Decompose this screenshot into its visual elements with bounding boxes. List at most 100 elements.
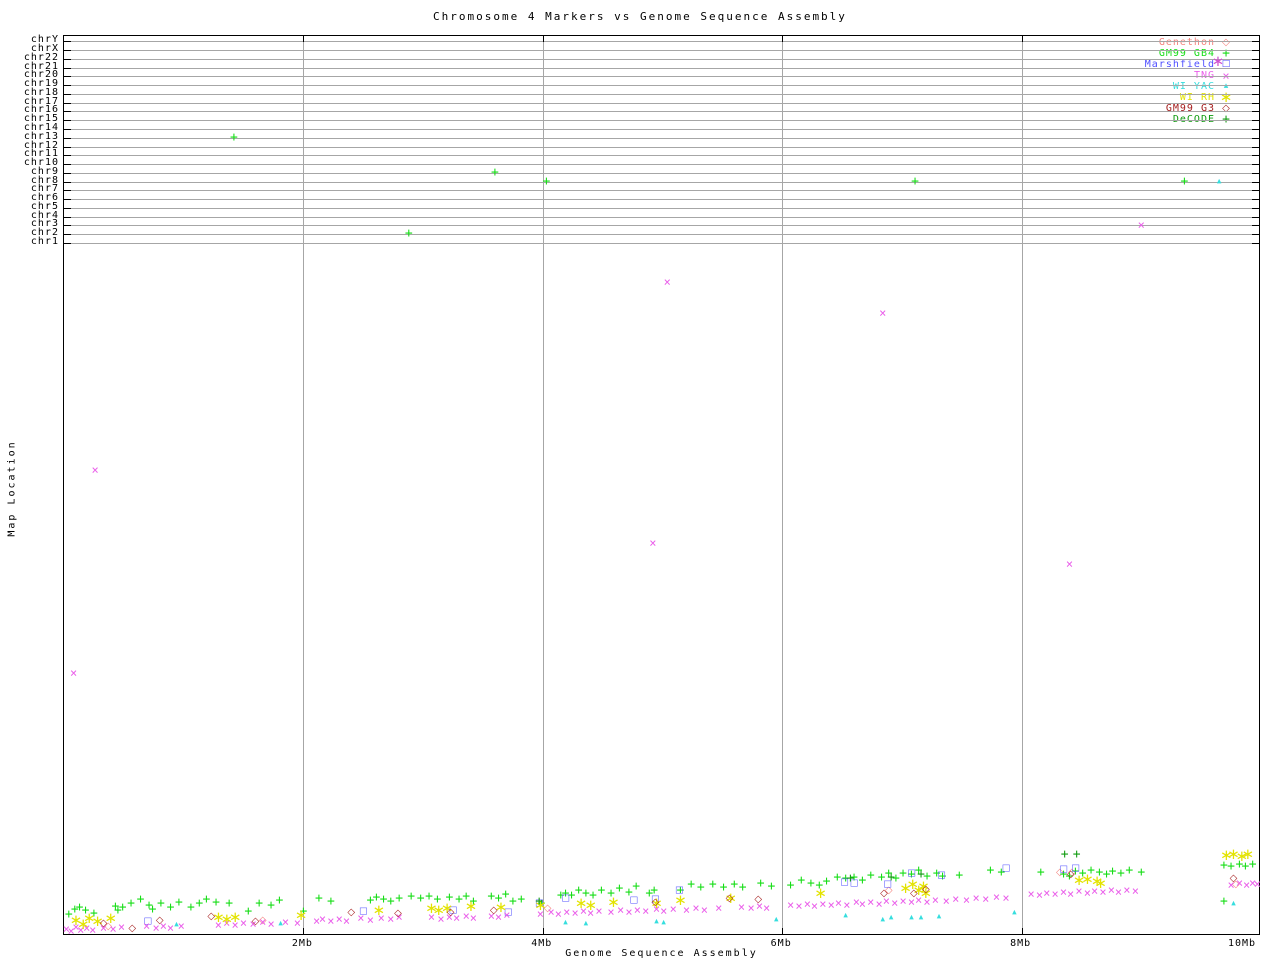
data-point: + [90,906,98,922]
data-point: + [719,880,728,896]
data-point: ◇ [651,896,660,908]
data-point: × [117,919,126,934]
data-point: ◇ [394,908,402,920]
gridline-chrom-row [64,164,1259,166]
data-point: + [932,866,941,882]
data-point: + [797,873,806,889]
data-point: × [445,909,454,924]
legend-item: WI RH ∗ [1145,90,1237,105]
data-point: × [1123,882,1131,897]
data-point: + [1227,858,1235,874]
axis-tick [64,58,71,60]
data-point: × [89,922,97,937]
data-point: ∗ [372,900,386,919]
data-point: × [293,916,302,931]
axis-tick [64,164,71,166]
data-point: + [127,895,135,911]
data-point: × [715,900,723,915]
axis-tick [782,36,784,42]
chrom-axis-label: chr8 [30,174,59,186]
data-point: ∗ [1090,872,1104,891]
chrom-axis-label: chr18 [23,86,59,98]
data-point: × [803,896,811,911]
chart-title: Chromosome 4 Markers vs Genome Sequence … [433,10,847,23]
data-point: + [841,871,850,887]
data-point: × [992,890,1001,905]
chrom-axis-label: chr9 [30,165,59,177]
chrom-axis-label: chr21 [23,60,59,72]
chrom-axis-label: chr4 [30,209,59,221]
data-point: ∗ [212,908,225,927]
data-point: + [556,888,565,904]
data-point: × [649,535,657,550]
axis-tick [1252,58,1259,60]
data-point: + [597,883,606,899]
chrom-axis-label: chr13 [23,130,59,142]
axis-tick [1252,93,1259,95]
data-point: + [696,880,705,896]
data-point: + [113,903,122,919]
data-point: ∗ [574,893,588,912]
data-point: ▴ [936,911,942,922]
data-point: × [1059,884,1068,899]
data-point: + [1137,865,1146,881]
data-point: + [202,892,211,908]
data-point: ▴ [918,912,924,923]
data-point: + [70,902,79,918]
axis-tick [1252,243,1259,244]
data-point: □ [674,885,684,896]
data-point: × [1107,882,1115,897]
data-point: ∗ [220,909,234,928]
data-point: ◇ [104,920,113,932]
data-point: + [145,898,153,914]
axis-tick [64,85,71,87]
data-point: + [887,870,896,886]
data-point: × [67,923,75,938]
data-point: + [148,902,157,918]
data-point: ∗ [440,899,454,918]
gridline-chrom-row [64,102,1259,104]
data-point: + [416,891,425,907]
data-point: × [1243,877,1251,892]
axis-tick [1252,199,1259,201]
data-point: + [379,892,388,908]
data-point: × [663,274,671,289]
data-point: × [437,911,445,926]
data-point: × [503,908,511,923]
gridline-chrom-row [64,172,1259,174]
axis-tick [1252,76,1259,78]
data-point: + [833,870,842,886]
data-point: × [867,894,875,909]
data-point: × [810,899,819,914]
data-point: × [223,916,231,931]
data-point: × [595,903,603,918]
data-point: □ [840,877,849,888]
data-point: × [952,891,960,906]
square-marker-icon: □ [1221,59,1231,69]
data-point: + [487,889,496,905]
legend-item: DeCODE+ [1145,113,1237,126]
data-point: × [494,909,503,924]
gridline-chrom-row [64,146,1259,148]
data-point: + [455,892,463,908]
axis-tick [1252,181,1259,183]
data-point: × [669,901,677,916]
data-point: ▴ [174,919,179,930]
data-point: + [997,865,1006,881]
data-point: ∗ [674,891,687,910]
data-point: × [452,910,461,925]
plus-marker-icon: + [1222,46,1230,61]
data-point: □ [358,906,368,917]
data-point: × [166,920,175,935]
axis-tick [1252,155,1259,157]
chrom-axis-label: chr22 [23,51,59,63]
data-point: + [445,890,454,906]
data-point: × [579,903,588,918]
gridline-chrom-row [64,181,1259,183]
data-point: × [1227,877,1235,892]
data-point: × [342,913,351,928]
data-point: + [884,866,893,882]
data-point: □ [561,893,570,904]
data-point: × [1051,886,1059,901]
data-point: ▴ [888,912,894,923]
